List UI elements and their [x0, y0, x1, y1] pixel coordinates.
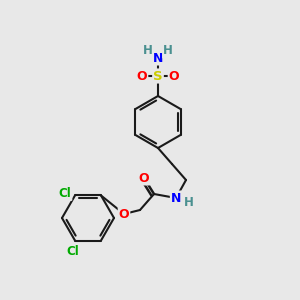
Text: O: O [137, 70, 147, 83]
Text: O: O [169, 70, 179, 83]
Text: S: S [153, 70, 163, 83]
Text: N: N [171, 191, 181, 205]
Text: H: H [184, 196, 194, 209]
Text: O: O [119, 208, 129, 220]
Text: H: H [143, 44, 153, 58]
Text: N: N [153, 52, 163, 64]
Text: Cl: Cl [58, 187, 71, 200]
Text: Cl: Cl [67, 245, 80, 258]
Text: O: O [139, 172, 149, 184]
Text: H: H [163, 44, 173, 58]
